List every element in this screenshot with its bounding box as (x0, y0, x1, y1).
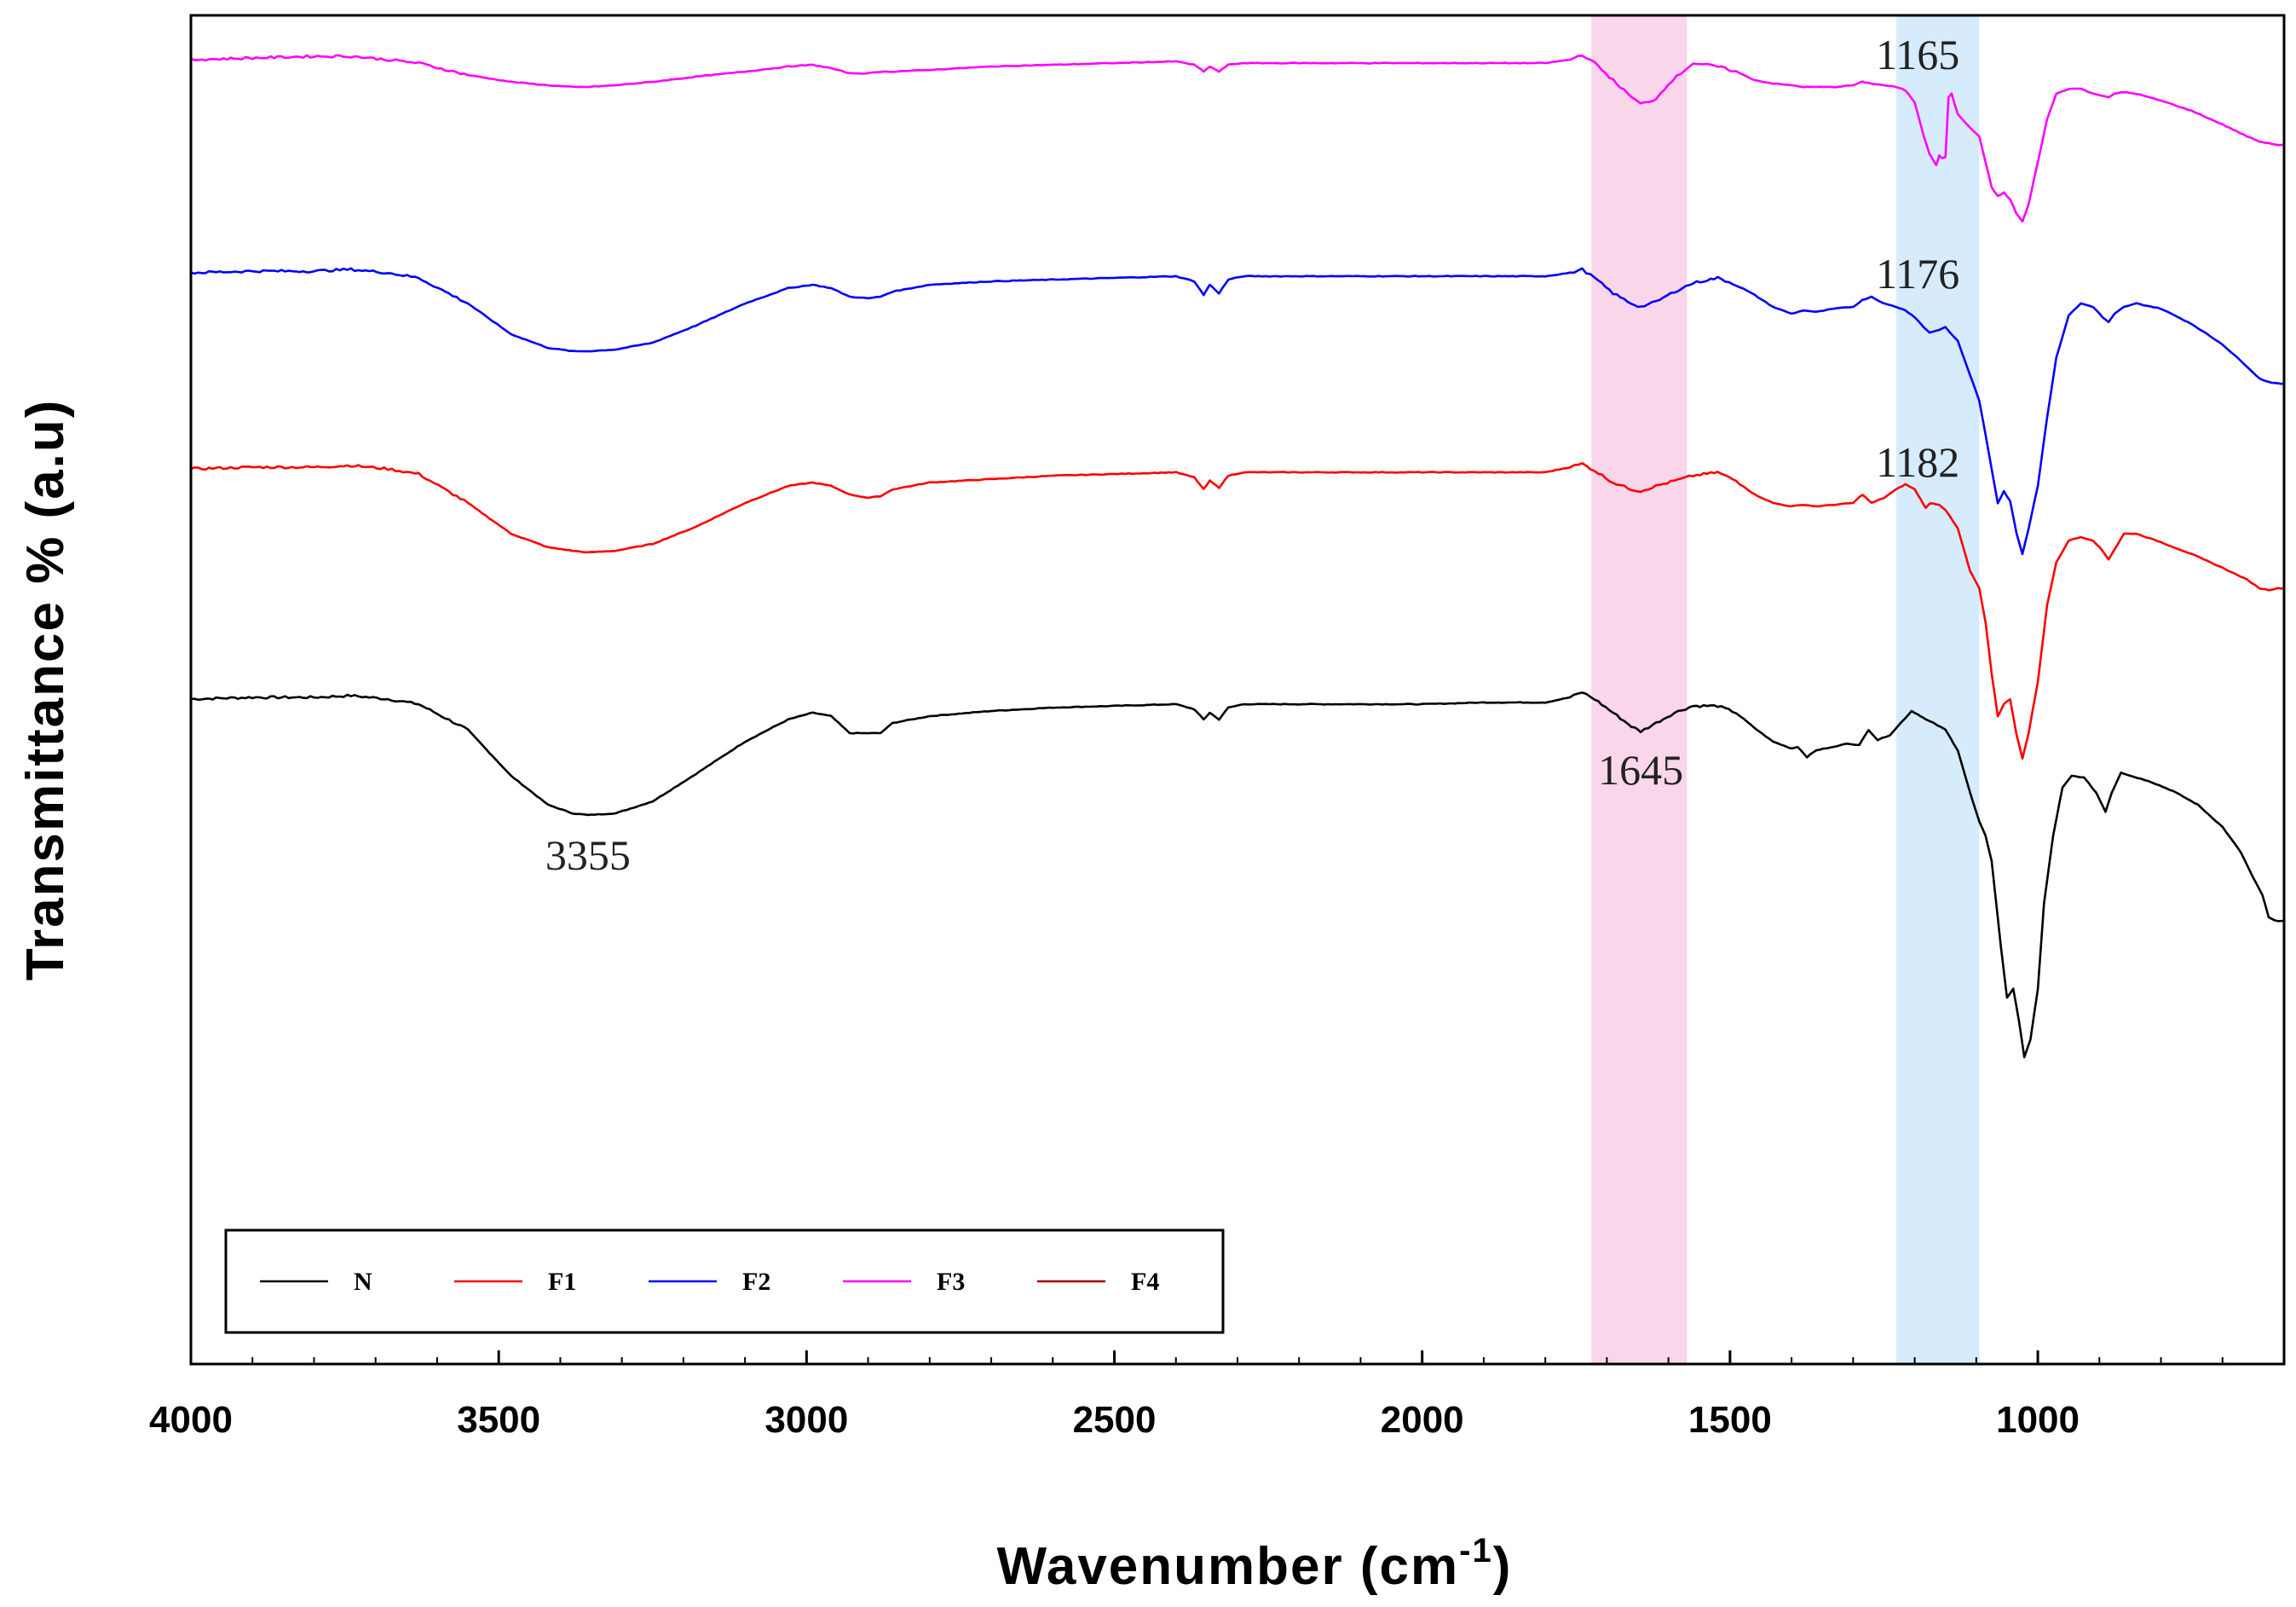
highlight-band-1160 (1895, 15, 1980, 1364)
x-axis-title-main: Wavenumber (cm (997, 1537, 1460, 1596)
peak-annotations: 335516451182117611651158 (545, 31, 1959, 879)
legend-label-f1: F1 (548, 1268, 576, 1296)
x-tick-label-2000: 2000 (1381, 1399, 1464, 1441)
x-tick-label-3500: 3500 (457, 1399, 540, 1441)
x-tick-label-4000: 4000 (149, 1399, 233, 1441)
x-tick-label-1000: 1000 (1996, 1399, 2080, 1441)
x-axis-ticks: 4000 3500 3000 2500 2000 1500 1000 (149, 1350, 2224, 1441)
x-axis-title-superscript: -1 (1459, 1532, 1493, 1569)
x-tick-label-3000: 3000 (764, 1399, 848, 1441)
x-tick-label-1500: 1500 (1688, 1399, 1772, 1441)
legend-label-n: N (354, 1268, 372, 1296)
x-axis-title: Wavenumber (cm-1) (997, 1532, 1513, 1596)
legend-label-f3: F3 (937, 1268, 965, 1296)
series-line-f3 (190, 54, 2284, 223)
series-layer (190, 54, 2285, 1059)
highlight-band-1645 (1591, 15, 1687, 1364)
peak-label-3355: 3355 (545, 831, 631, 879)
peak-label-1165: 1165 (1876, 31, 1959, 78)
x-axis-title-close: ) (1493, 1537, 1513, 1596)
x-tick-label-2500: 2500 (1073, 1399, 1157, 1441)
series-line-f1 (190, 462, 2285, 760)
peak-label-1176: 1176 (1876, 250, 1959, 298)
series-line-n (190, 691, 2285, 1059)
y-axis-title: Transmittance % (a.u) (16, 399, 75, 981)
series-line-f2 (190, 267, 2285, 556)
highlight-bands (1591, 15, 1980, 1364)
legend-label-f4: F4 (1131, 1268, 1159, 1296)
peak-label-1182: 1182 (1876, 438, 1959, 486)
peak-label-1645: 1645 (1598, 746, 1683, 794)
legend: N F1 F2 F3 F4 (224, 1228, 1225, 1334)
legend-label-f2: F2 (742, 1268, 770, 1296)
